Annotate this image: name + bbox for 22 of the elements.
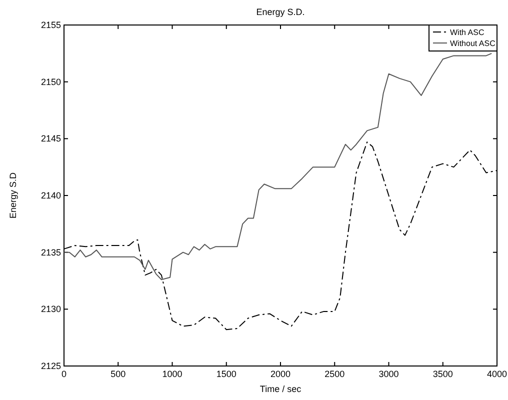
x-tick-label: 2500 bbox=[324, 369, 345, 379]
y-tick-label: 2150 bbox=[40, 76, 61, 87]
y-tick-label: 2125 bbox=[40, 361, 61, 371]
legend-label: With ASC bbox=[450, 28, 484, 37]
y-tick-label: 2145 bbox=[40, 134, 61, 144]
line-series bbox=[64, 52, 492, 280]
x-tick-label: 3000 bbox=[378, 369, 399, 379]
x-tick-label: 0 bbox=[61, 369, 67, 379]
legend-label: Without ASC bbox=[450, 39, 496, 48]
chart-title: Energy S.D. bbox=[256, 7, 305, 17]
x-tick-label: 2000 bbox=[270, 369, 291, 379]
x-tick-label: 1500 bbox=[216, 369, 236, 379]
x-tick-label: 3500 bbox=[432, 369, 453, 379]
x-axis-title: Time / sec bbox=[260, 384, 302, 394]
y-axis-title: Energy S.D bbox=[8, 172, 18, 219]
y-tick-label: 2130 bbox=[40, 304, 61, 314]
x-tick-label: 1000 bbox=[162, 369, 182, 379]
y-tick-label: 2155 bbox=[40, 20, 61, 30]
y-tick-label: 2135 bbox=[40, 247, 61, 258]
y-tick-label: 2140 bbox=[40, 190, 61, 200]
x-tick-label: 500 bbox=[110, 369, 126, 379]
x-tick-label: 4000 bbox=[486, 369, 508, 379]
